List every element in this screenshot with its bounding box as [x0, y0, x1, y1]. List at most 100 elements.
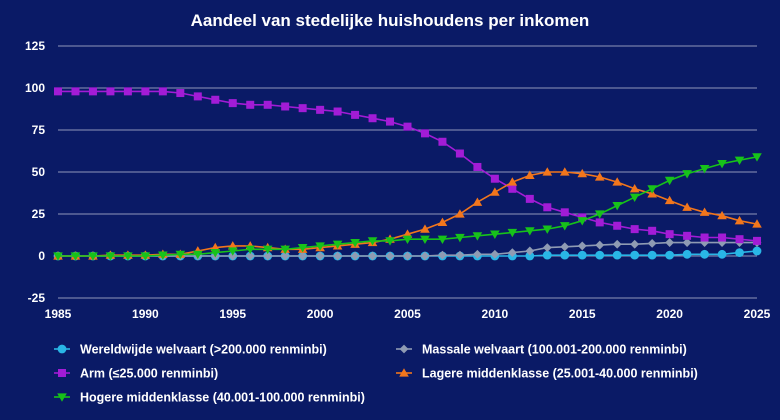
legend-label: Lagere middenklasse (25.001-40.000 renmi…	[422, 367, 698, 381]
y-tick-label: 125	[25, 39, 45, 53]
series-4	[53, 153, 762, 261]
data-point	[332, 240, 343, 250]
data-point	[577, 217, 588, 226]
data-point	[455, 233, 465, 243]
data-point	[595, 250, 605, 260]
data-point	[595, 240, 605, 250]
y-tick-label: 25	[32, 207, 46, 221]
legend: Wereldwijde welvaart (>200.000 renminbi)…	[54, 343, 698, 405]
legend-label: Arm (≤25.000 renminbi)	[80, 367, 218, 381]
x-tick-label: 2010	[482, 307, 509, 321]
data-point	[595, 218, 604, 227]
data-point	[437, 235, 448, 244]
data-point	[612, 250, 622, 260]
data-point	[386, 117, 395, 126]
data-point	[420, 129, 429, 138]
data-point	[193, 92, 202, 101]
data-point	[525, 251, 535, 261]
data-point	[525, 170, 535, 179]
data-point	[665, 250, 675, 260]
data-point	[542, 225, 553, 234]
x-tick-label: 2005	[394, 307, 421, 321]
legend-label: Wereldwijde welvaart (>200.000 renminbi)	[80, 343, 327, 357]
data-point	[752, 219, 762, 228]
data-point	[542, 243, 552, 252]
data-point	[316, 105, 325, 114]
data-point	[682, 170, 692, 179]
x-tick-label: 1990	[132, 307, 159, 321]
data-point	[281, 102, 290, 111]
data-point	[752, 246, 762, 256]
data-point	[612, 202, 622, 211]
legend-swatch-marker	[58, 369, 66, 377]
data-point	[665, 238, 675, 247]
y-tick-label: 100	[25, 81, 45, 95]
data-point	[455, 209, 465, 218]
data-point	[700, 233, 709, 242]
data-point	[141, 87, 150, 96]
data-point	[700, 249, 709, 259]
data-point	[53, 252, 63, 261]
data-point	[648, 226, 657, 235]
data-point	[71, 87, 80, 96]
data-point	[473, 249, 482, 259]
data-point	[735, 235, 744, 244]
data-point	[420, 251, 430, 261]
data-point	[630, 225, 639, 234]
data-point	[210, 249, 221, 258]
data-point	[647, 185, 657, 194]
data-point	[245, 245, 256, 255]
data-point	[525, 194, 534, 203]
legend-swatch-marker	[399, 344, 409, 354]
data-point	[88, 252, 98, 261]
series-3	[53, 167, 762, 260]
legend-item: Wereldwijde welvaart (>200.000 renminbi)	[54, 343, 327, 357]
data-point	[664, 176, 675, 186]
data-point	[507, 248, 517, 258]
data-point	[228, 251, 238, 261]
data-point	[140, 252, 151, 261]
data-point	[752, 153, 762, 162]
data-point	[717, 160, 727, 169]
data-point	[297, 244, 308, 253]
x-tick-label: 2020	[656, 307, 683, 321]
data-point	[280, 245, 290, 255]
data-point	[508, 184, 517, 193]
data-point	[630, 250, 640, 260]
data-point	[630, 239, 640, 249]
data-point	[559, 222, 570, 231]
data-point	[350, 238, 360, 248]
data-point	[734, 215, 745, 225]
data-point	[315, 251, 325, 261]
legend-item: Massale welvaart (100.001-200.000 renmin…	[396, 343, 687, 357]
data-point	[280, 251, 290, 261]
data-point	[490, 174, 499, 183]
data-point	[246, 100, 255, 109]
data-point	[629, 184, 640, 193]
data-point	[612, 177, 622, 186]
data-point	[665, 230, 674, 239]
data-point	[525, 227, 535, 236]
data-point	[333, 107, 342, 116]
data-point	[525, 246, 535, 256]
data-point	[507, 177, 518, 186]
data-point	[437, 217, 448, 226]
data-point	[682, 202, 692, 211]
data-point	[158, 251, 168, 260]
data-point	[54, 87, 62, 96]
data-point	[158, 87, 167, 96]
y-axis-ticks: -25 0 25 50 75 100 125	[25, 39, 45, 305]
legend-label: Massale welvaart (100.001-200.000 renmin…	[422, 343, 687, 357]
data-point	[560, 208, 569, 217]
data-point	[438, 250, 447, 260]
data-point	[368, 251, 377, 261]
data-point	[385, 237, 395, 246]
legend-item: Lagere middenklasse (25.001-40.000 renmi…	[396, 367, 698, 381]
data-point	[753, 236, 761, 245]
y-tick-label: 0	[38, 249, 45, 263]
data-point	[228, 99, 237, 108]
data-point	[577, 241, 587, 251]
data-point	[629, 193, 640, 202]
data-point	[490, 187, 500, 196]
